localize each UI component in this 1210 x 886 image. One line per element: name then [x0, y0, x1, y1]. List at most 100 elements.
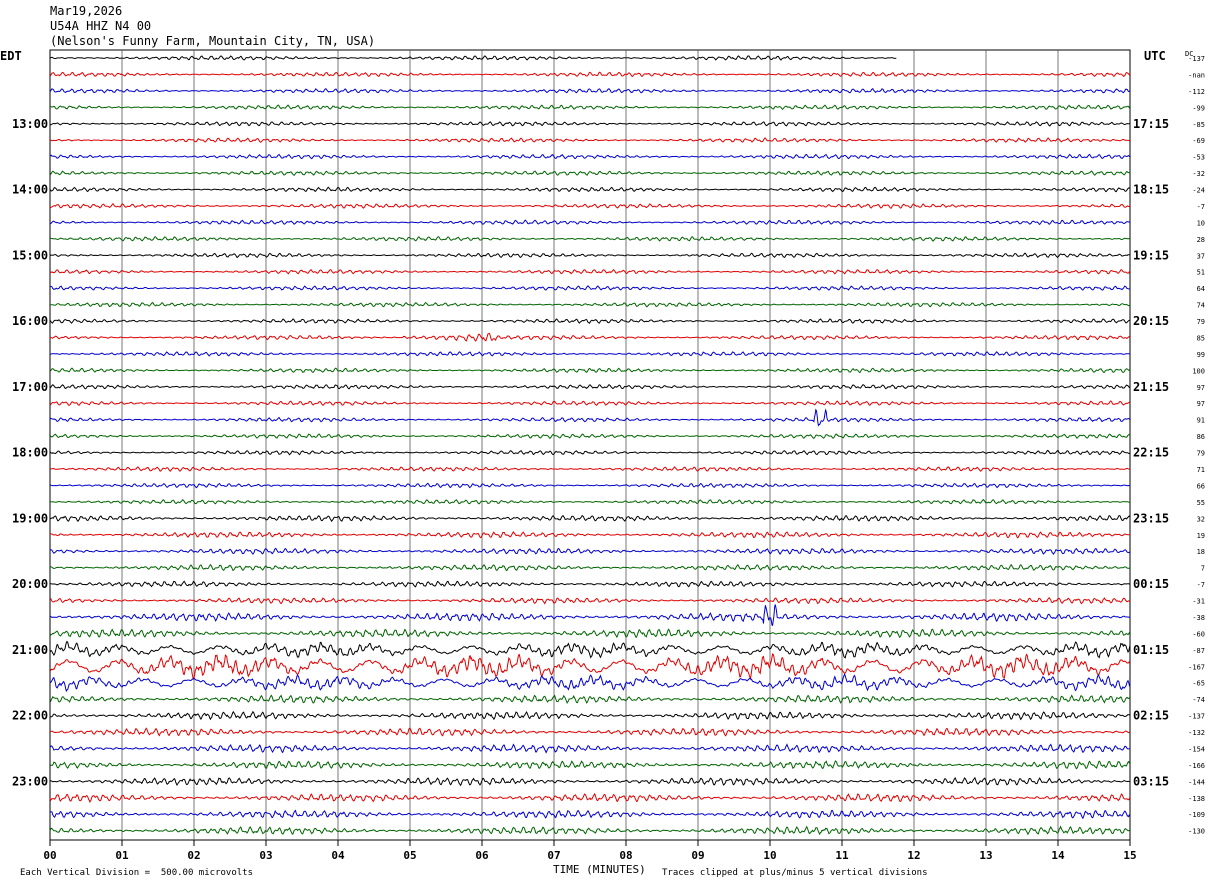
trace-20: [49, 367, 1131, 374]
dc-offset: -53: [1192, 154, 1205, 162]
dc-offset: -154: [1188, 745, 1205, 753]
trace-8: [49, 170, 1130, 176]
dc-offset-labels: -137 -nan -112 -99 -85 -69 -53 -32 -24 -7 10 28 37 51…: [1188, 55, 1205, 836]
dc-offset: -137: [1188, 713, 1205, 721]
x-tick-label: 04: [331, 849, 345, 862]
x-tick-labels: 00 01 02 03 04 05 06 07 08 09 10 11 12 13 14 15: [43, 849, 1136, 862]
right-hour-label: 23:15: [1133, 511, 1169, 525]
dc-offset: 19: [1197, 532, 1205, 540]
dc-offset: -87: [1192, 647, 1205, 655]
dc-offset: -132: [1188, 729, 1205, 737]
right-hour-label: 20:15: [1133, 314, 1169, 328]
trace-28: [49, 498, 1130, 505]
dc-offset: 37: [1197, 252, 1205, 260]
trace-30: [49, 530, 1131, 539]
trace-38: [49, 653, 1131, 681]
trace-37: [49, 640, 1131, 659]
x-tick-label: 03: [259, 849, 272, 862]
seismic-traces: [49, 55, 1131, 836]
dc-offset: 85: [1197, 334, 1205, 342]
dc-offset: -nan: [1188, 71, 1205, 79]
right-hour-label: 02:15: [1133, 709, 1169, 723]
trace-13: [49, 252, 1131, 259]
left-hour-label: 20:00: [12, 577, 48, 591]
dc-offset: -24: [1192, 187, 1205, 195]
right-timezone: UTC: [1144, 49, 1166, 63]
dc-offset: -112: [1188, 88, 1205, 96]
x-tick-label: 06: [475, 849, 489, 862]
trace-44: [49, 760, 1131, 770]
dc-offset: 97: [1197, 400, 1205, 408]
minute-gridlines: [49, 50, 1131, 846]
trace-5: [49, 121, 1131, 127]
trace-46: [49, 792, 1131, 803]
x-tick-label: 11: [835, 849, 849, 862]
x-tick-label: 05: [403, 849, 416, 862]
dc-offset: 71: [1197, 466, 1205, 474]
trace-45: [49, 776, 1131, 787]
x-tick-label: 15: [1123, 849, 1136, 862]
plot-frame: [49, 49, 1131, 841]
dc-offset: 55: [1197, 499, 1205, 507]
trace-36: [50, 628, 1131, 639]
dc-header: DC: [1185, 50, 1193, 58]
dc-offset: 64: [1197, 285, 1205, 293]
left-hour-label: 15:00: [12, 248, 48, 262]
trace-29: [49, 514, 1131, 523]
trace-23: [49, 408, 1131, 427]
x-tick-label: 08: [619, 849, 632, 862]
right-hour-label: 00:15: [1133, 577, 1169, 591]
x-tick-label: 00: [43, 849, 56, 862]
right-hour-label: 03:15: [1133, 774, 1169, 788]
trace-9: [49, 186, 1131, 193]
dc-offset: 7: [1201, 565, 1205, 573]
right-hour-label: 01:15: [1133, 643, 1169, 657]
trace-10: [49, 203, 1131, 209]
left-hour-label: 16:00: [12, 314, 48, 328]
dc-offset: -7: [1197, 581, 1205, 589]
trace-4: [49, 104, 1131, 111]
dc-offset: -137: [1188, 55, 1205, 63]
dc-offset: 74: [1197, 302, 1205, 310]
trace-48: [49, 825, 1131, 836]
left-hour-label: 23:00: [12, 774, 48, 788]
right-hour-label: 22:15: [1133, 446, 1169, 460]
scale-note: Each Vertical Division = 500.00 microvol…: [20, 868, 253, 878]
plot-date: Mar19,2026: [50, 4, 123, 18]
trace-40: [49, 694, 1131, 705]
right-hour-label: 17:15: [1133, 117, 1169, 131]
trace-2: [49, 71, 1131, 78]
dc-offset: -166: [1188, 762, 1205, 770]
trace-21: [49, 384, 1131, 390]
x-tick-label: 01: [115, 849, 129, 862]
x-tick-label: 09: [691, 849, 704, 862]
right-hour-label: 21:15: [1133, 380, 1169, 394]
dc-offset: -130: [1188, 828, 1205, 836]
dc-offset: -7: [1197, 203, 1205, 211]
x-tick-label: 10: [763, 849, 776, 862]
trace-34: [49, 597, 1130, 605]
x-tick-label: 02: [187, 849, 200, 862]
trace-3: [49, 87, 1131, 94]
dc-offset: 86: [1197, 433, 1205, 441]
left-hour-labels: 13:00 14:00 15:00 16:00 17:00 18:00 19:00 20:00…: [12, 117, 48, 789]
dc-offset: 51: [1197, 269, 1205, 277]
trace-12: [49, 236, 1131, 242]
trace-1: [49, 55, 897, 61]
dc-offset: 18: [1197, 548, 1205, 556]
x-tick-label: 13: [979, 849, 992, 862]
right-hour-label: 18:15: [1133, 183, 1169, 197]
trace-47: [49, 809, 1131, 820]
x-axis-title: TIME (MINUTES): [553, 863, 646, 876]
right-hour-label: 19:15: [1133, 248, 1169, 262]
dc-offset: 66: [1197, 482, 1205, 490]
left-hour-label: 21:00: [12, 643, 48, 657]
left-hour-label: 17:00: [12, 380, 48, 394]
trace-43: [49, 743, 1130, 754]
dc-offset: -99: [1192, 104, 1205, 112]
left-hour-label: 13:00: [12, 117, 48, 131]
trace-15: [49, 285, 1131, 291]
trace-27: [49, 482, 1131, 489]
station-code: U54A HHZ N4 00: [50, 19, 152, 33]
